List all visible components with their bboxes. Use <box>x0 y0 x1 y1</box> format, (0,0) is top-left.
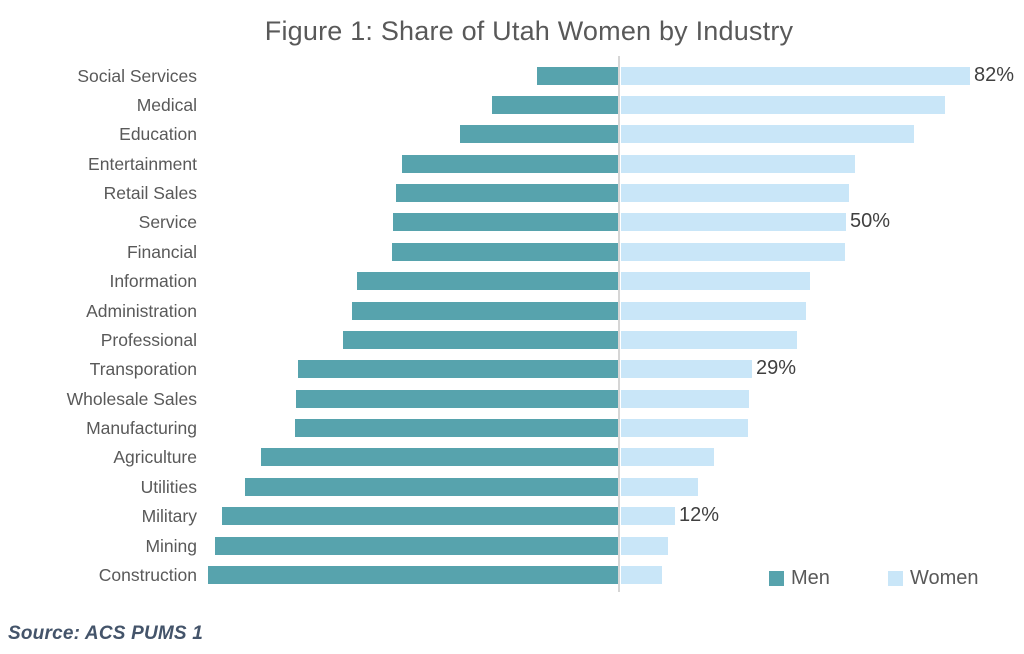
category-label: Professional <box>100 329 197 350</box>
category-label: Administration <box>86 300 197 321</box>
category-label: Retail Sales <box>103 183 197 204</box>
bar-women <box>621 360 752 379</box>
category-label: Financial <box>126 241 197 262</box>
bar-men <box>296 389 618 408</box>
category-label: Agriculture <box>113 447 197 468</box>
bar-women <box>621 419 748 438</box>
category-label: Information <box>109 271 197 292</box>
legend-men-swatch <box>769 571 784 586</box>
bar-women <box>621 330 797 349</box>
bar-women <box>621 66 970 85</box>
bar-women <box>621 184 849 203</box>
bar-men <box>492 95 618 114</box>
category-label: Transporation <box>89 359 197 380</box>
value-label: 29% <box>756 357 797 380</box>
bar-women <box>621 125 914 144</box>
bar-men <box>460 125 618 144</box>
category-label: Service <box>138 212 197 233</box>
bar-women <box>621 95 945 114</box>
bar-men <box>245 477 618 496</box>
category-label: Medical <box>136 94 197 115</box>
bar-men <box>357 272 618 291</box>
value-label: 12% <box>679 504 720 527</box>
bar-women <box>621 213 846 232</box>
bar-men <box>208 565 618 584</box>
category-label: Military <box>141 506 197 527</box>
bar-women <box>621 301 806 320</box>
legend-women-swatch <box>888 571 903 586</box>
bar-women <box>621 477 698 496</box>
category-label: Manufacturing <box>86 418 197 439</box>
value-label: 82% <box>974 63 1015 86</box>
chart-title: Figure 1: Share of Utah Women by Industr… <box>264 16 794 46</box>
bar-men <box>537 66 618 85</box>
legend-women-label: Women <box>910 567 979 589</box>
bar-men <box>343 330 618 349</box>
bar-men <box>215 536 618 555</box>
source-note: Source: ACS PUMS 1 <box>8 623 204 644</box>
category-label: Wholesale Sales <box>66 388 197 409</box>
zero-axis-line <box>618 56 620 592</box>
category-label: Entertainment <box>88 153 197 174</box>
bar-women <box>621 389 749 408</box>
bar-women <box>621 565 662 584</box>
category-label: Social Services <box>77 65 197 86</box>
bar-men <box>402 154 618 173</box>
bar-women <box>621 154 855 173</box>
bar-women <box>621 507 675 526</box>
category-label: Construction <box>98 564 197 585</box>
bar-men <box>295 419 618 438</box>
legend-men-label: Men <box>791 567 830 589</box>
bar-men <box>222 507 618 526</box>
bar-men <box>298 360 618 379</box>
category-label: Utilities <box>140 476 197 497</box>
bar-men <box>261 448 618 467</box>
category-label: Mining <box>145 535 197 556</box>
bar-women <box>621 242 845 261</box>
bar-women <box>621 272 810 291</box>
bar-women <box>621 448 714 467</box>
bar-men <box>352 301 618 320</box>
category-label: Education <box>119 124 197 145</box>
bar-men <box>396 184 618 203</box>
bar-men <box>393 213 618 232</box>
bar-men <box>392 242 618 261</box>
value-label: 50% <box>850 210 891 233</box>
bar-women <box>621 536 668 555</box>
